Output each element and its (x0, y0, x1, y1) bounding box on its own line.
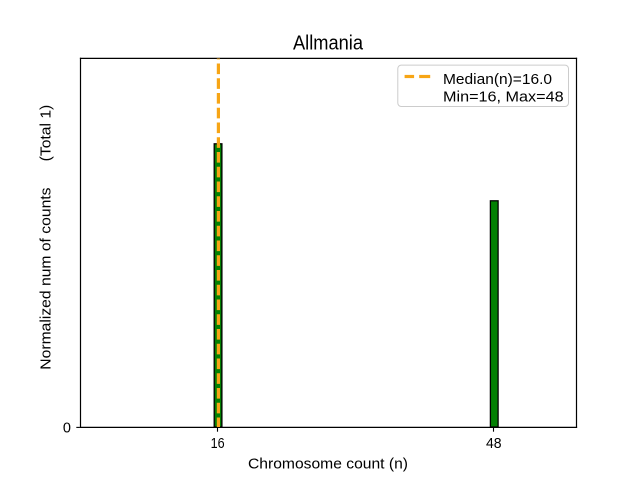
svg-text:0: 0 (63, 421, 71, 437)
svg-text:Allmania: Allmania (293, 32, 364, 54)
svg-text:48: 48 (486, 436, 502, 452)
svg-text:Normalized num of counts: Normalized num of counts (Total 1) (39, 105, 55, 370)
svg-text:16: 16 (211, 436, 225, 452)
svg-text:Min=16, Max=48: Min=16, Max=48 (443, 90, 564, 106)
svg-text:Chromosome count (n): Chromosome count (n) (248, 456, 408, 472)
svg-text:Median(n)=16.0: Median(n)=16.0 (443, 72, 552, 88)
